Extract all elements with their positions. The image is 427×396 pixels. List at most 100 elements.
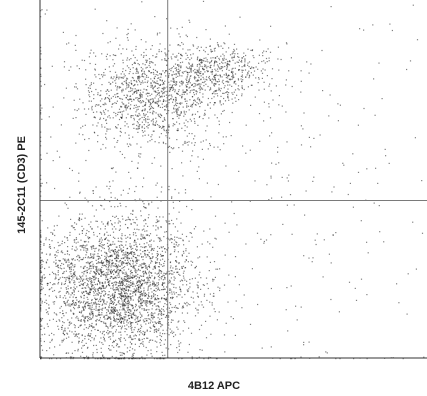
data-point — [78, 304, 80, 307]
data-point — [103, 295, 105, 297]
data-point — [234, 73, 237, 75]
data-point — [80, 245, 82, 247]
data-point — [52, 290, 54, 292]
data-point — [150, 72, 152, 74]
data-point — [143, 243, 145, 245]
data-point — [53, 247, 55, 249]
data-point — [59, 295, 61, 297]
data-point — [116, 254, 118, 256]
data-point — [133, 80, 135, 82]
data-point — [111, 271, 114, 273]
data-point — [156, 71, 158, 73]
data-point — [97, 300, 100, 302]
data-point — [121, 250, 123, 252]
data-point — [163, 313, 165, 315]
data-point — [123, 254, 125, 256]
data-point — [119, 130, 121, 132]
data-point — [145, 113, 147, 115]
data-point — [192, 113, 194, 115]
data-point — [153, 325, 155, 328]
data-point — [157, 92, 159, 94]
data-point — [85, 113, 87, 115]
data-point — [105, 103, 107, 105]
data-point — [180, 66, 182, 68]
data-point — [106, 285, 108, 287]
data-point — [120, 331, 122, 333]
data-point — [263, 81, 265, 83]
data-point — [153, 73, 155, 75]
data-point — [184, 293, 186, 296]
data-point — [189, 286, 191, 288]
data-point — [172, 89, 174, 91]
data-point — [202, 118, 204, 120]
data-point — [101, 239, 103, 241]
data-point — [104, 238, 106, 241]
data-point — [214, 93, 216, 95]
data-point — [156, 282, 158, 284]
data-point — [48, 266, 50, 268]
data-point — [44, 13, 46, 15]
data-point — [416, 39, 419, 41]
data-point — [104, 291, 106, 293]
data-point — [75, 278, 78, 280]
data-point — [171, 306, 173, 309]
data-point — [148, 270, 150, 272]
data-point — [46, 9, 48, 11]
data-point — [163, 129, 165, 132]
data-point — [49, 341, 51, 343]
data-point — [132, 232, 135, 234]
data-point — [149, 94, 151, 97]
data-point — [169, 289, 171, 291]
data-point — [173, 331, 175, 333]
data-point — [121, 235, 123, 237]
data-point — [168, 126, 170, 128]
data-point — [156, 32, 159, 34]
data-point — [125, 251, 127, 253]
data-point — [117, 325, 120, 327]
data-point — [181, 71, 183, 73]
data-point — [181, 96, 183, 98]
data-point — [241, 57, 243, 59]
data-point — [234, 256, 237, 258]
data-point — [106, 276, 108, 278]
data-point — [161, 324, 164, 326]
data-point — [229, 61, 231, 63]
data-point — [171, 85, 173, 87]
data-point — [122, 71, 124, 73]
data-point — [72, 313, 75, 315]
data-point — [258, 62, 260, 64]
data-point — [146, 267, 148, 269]
data-point — [201, 304, 203, 306]
data-point — [97, 329, 99, 331]
data-point — [85, 262, 87, 264]
data-point — [122, 262, 124, 264]
data-point — [99, 117, 101, 119]
data-point — [226, 75, 229, 77]
data-point — [105, 260, 107, 262]
data-point — [147, 254, 149, 256]
data-point — [188, 109, 190, 111]
data-point — [108, 256, 110, 258]
data-point — [176, 296, 178, 298]
data-point — [67, 265, 69, 268]
data-point — [57, 271, 59, 273]
data-point — [121, 292, 123, 294]
data-point — [136, 67, 138, 69]
data-point — [231, 72, 234, 74]
data-point — [162, 120, 164, 122]
data-point — [89, 288, 92, 290]
data-point — [115, 265, 117, 267]
data-point — [146, 74, 148, 77]
data-point — [253, 57, 255, 59]
data-point — [173, 293, 176, 295]
data-point — [128, 301, 130, 303]
data-point — [182, 81, 184, 83]
data-point — [180, 57, 182, 59]
data-point — [80, 239, 82, 241]
data-point — [47, 227, 49, 229]
data-point — [70, 309, 72, 311]
data-point — [139, 297, 141, 299]
data-point — [268, 85, 270, 87]
data-point — [157, 246, 159, 248]
data-point — [138, 301, 140, 303]
